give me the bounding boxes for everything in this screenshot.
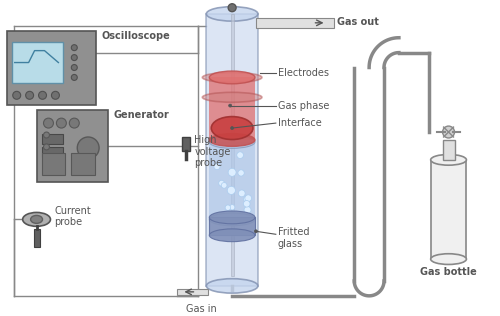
Circle shape (222, 183, 227, 188)
Bar (176, 289, 208, 295)
Circle shape (44, 144, 50, 150)
Circle shape (442, 126, 454, 138)
Circle shape (72, 45, 78, 51)
Ellipse shape (206, 279, 258, 293)
Circle shape (72, 55, 78, 61)
Text: Oscilloscope: Oscilloscope (101, 31, 170, 41)
Bar (42, 147, 64, 157)
Circle shape (238, 190, 245, 197)
Ellipse shape (210, 134, 255, 146)
Circle shape (78, 137, 99, 159)
Circle shape (52, 91, 60, 99)
Bar (36, 110, 108, 182)
Ellipse shape (212, 117, 253, 140)
Circle shape (228, 168, 236, 176)
Bar (42, 134, 64, 144)
Bar (72, 153, 95, 175)
Bar (210, 142, 255, 219)
Text: Gas out: Gas out (338, 17, 379, 27)
Bar (210, 77, 255, 140)
Ellipse shape (22, 212, 50, 226)
Circle shape (244, 196, 250, 202)
Circle shape (238, 170, 244, 176)
Bar (256, 18, 334, 28)
Text: Interface: Interface (278, 118, 322, 128)
Ellipse shape (430, 254, 466, 264)
Text: Current
probe: Current probe (54, 206, 91, 227)
Circle shape (228, 4, 236, 12)
Ellipse shape (210, 71, 255, 84)
Circle shape (230, 205, 235, 210)
Circle shape (56, 118, 66, 128)
Circle shape (72, 64, 78, 70)
Bar (442, 140, 454, 160)
Circle shape (38, 91, 46, 99)
Circle shape (44, 118, 54, 128)
Circle shape (12, 91, 20, 99)
Ellipse shape (30, 216, 42, 223)
Circle shape (230, 127, 234, 130)
Text: Gas in: Gas in (186, 304, 216, 314)
Ellipse shape (210, 136, 255, 148)
Text: Electrodes: Electrodes (278, 69, 329, 78)
Text: High
voltage
probe: High voltage probe (194, 135, 231, 168)
Circle shape (26, 91, 34, 99)
Ellipse shape (430, 155, 466, 165)
Circle shape (244, 200, 250, 207)
Circle shape (245, 195, 252, 202)
Circle shape (214, 163, 220, 170)
Text: Generator: Generator (113, 110, 169, 120)
Bar (7, 31, 96, 105)
Circle shape (72, 75, 78, 80)
Circle shape (228, 104, 232, 107)
Ellipse shape (210, 229, 255, 242)
Circle shape (244, 207, 251, 214)
Ellipse shape (210, 211, 255, 224)
Ellipse shape (202, 92, 262, 102)
Bar (12, 42, 64, 83)
Text: Gas phase: Gas phase (278, 100, 329, 111)
Bar (182, 137, 190, 151)
Circle shape (44, 132, 50, 138)
Circle shape (254, 230, 258, 233)
Bar (230, 14, 234, 276)
Bar (206, 14, 258, 286)
Circle shape (228, 186, 235, 194)
Circle shape (225, 205, 230, 210)
Bar (210, 217, 255, 235)
Ellipse shape (206, 7, 258, 21)
Bar (430, 160, 466, 259)
Bar (34, 229, 40, 247)
Bar (42, 153, 66, 175)
Text: Gas bottle: Gas bottle (420, 267, 477, 277)
Ellipse shape (202, 72, 262, 82)
Ellipse shape (210, 213, 255, 226)
Text: Fritted
glass: Fritted glass (278, 228, 310, 249)
Circle shape (237, 152, 244, 158)
Circle shape (218, 180, 224, 186)
Circle shape (70, 118, 80, 128)
